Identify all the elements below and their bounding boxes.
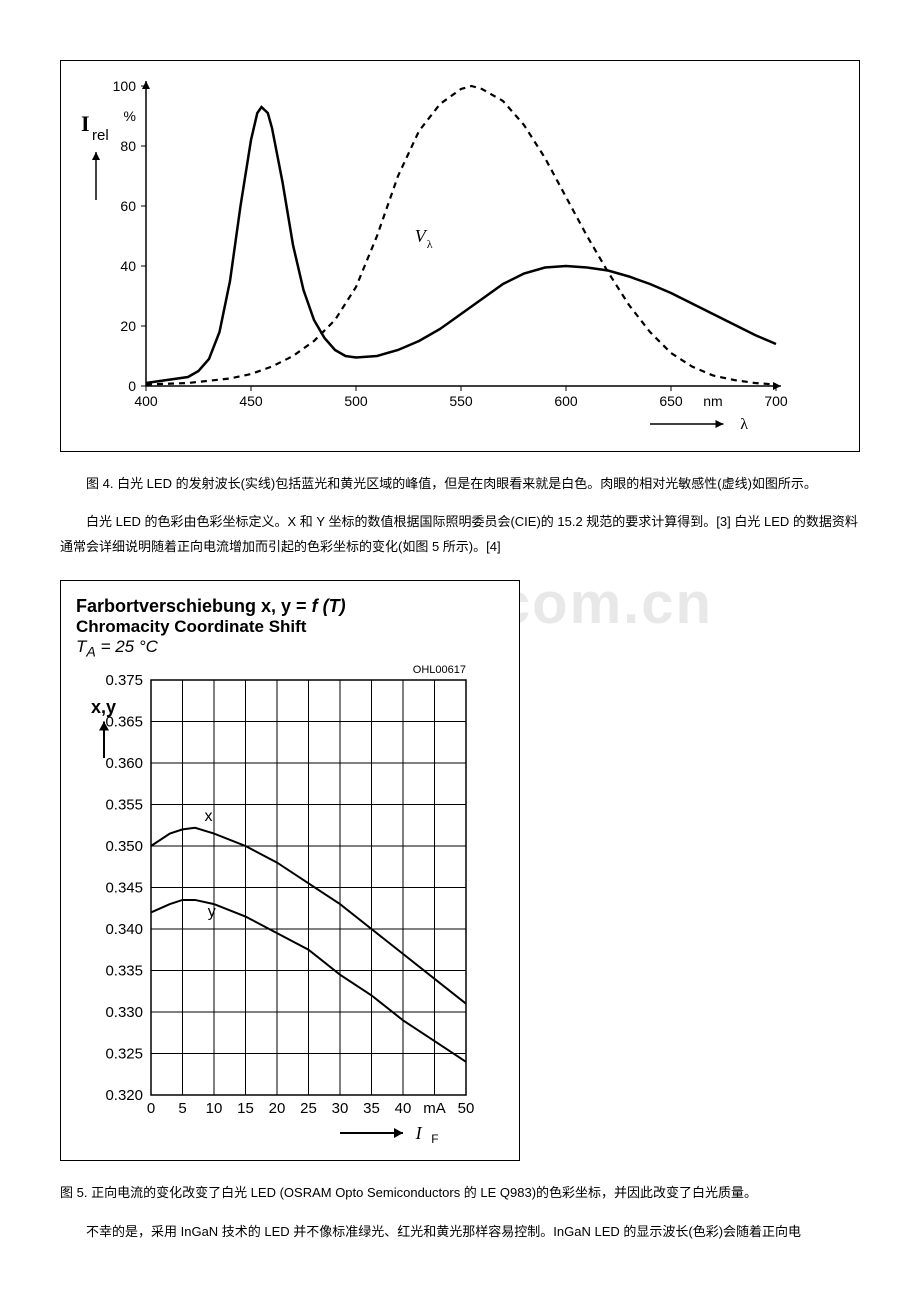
figure-4-caption: 图 4. 白光 LED 的发射波长(实线)包括蓝光和黄光区域的峰值，但是在肉眼看… [60,472,860,495]
svg-text:I: I [415,1123,423,1143]
figure-5-caption: 图 5. 正向电流的变化改变了白光 LED (OSRAM Opto Semico… [60,1181,860,1204]
svg-text:60: 60 [120,198,136,214]
paragraph-2: 不幸的是，采用 InGaN 技术的 LED 并不像标准绿光、红光和黄光那样容易控… [60,1220,860,1245]
figure-5-title: Farbortverschiebung x, y = f (T) Chromac… [76,596,504,660]
svg-text:mA: mA [423,1100,446,1117]
svg-text:0.320: 0.320 [105,1087,143,1104]
svg-text:50: 50 [458,1100,475,1117]
svg-text:40: 40 [395,1100,412,1117]
svg-text:0: 0 [128,378,136,394]
figure-5-chart: OHL00617 0 5 10 15 20 25 30 35 40 mA 50 0.320 0.325 0.… [76,665,506,1145]
svg-text:30: 30 [332,1100,349,1117]
svg-text:nm: nm [703,393,722,409]
svg-text:0.325: 0.325 [105,1046,143,1063]
svg-text:I: I [81,111,90,136]
svg-text:%: % [124,108,136,124]
svg-text:40: 40 [120,258,136,274]
svg-text:650: 650 [659,393,683,409]
svg-text:20: 20 [269,1100,286,1117]
svg-text:0.345: 0.345 [105,880,143,897]
svg-text:15: 15 [237,1100,254,1117]
svg-text:0.375: 0.375 [105,672,143,689]
svg-text:100: 100 [113,78,137,94]
svg-text:0.340: 0.340 [105,921,143,938]
svg-text:20: 20 [120,318,136,334]
svg-text:5: 5 [178,1100,186,1117]
svg-text:25: 25 [300,1100,317,1117]
svg-text:λ: λ [740,416,748,433]
svg-text:0.350: 0.350 [105,838,143,855]
svg-text:400: 400 [134,393,158,409]
paragraph-1: 白光 LED 的色彩由色彩坐标定义。X 和 Y 坐标的数值根据国际照明委员会(C… [60,510,860,559]
svg-text:0.355: 0.355 [105,797,143,814]
figure-5-container: Farbortverschiebung x, y = f (T) Chromac… [60,580,520,1161]
svg-text:λ: λ [427,237,433,251]
svg-text:y: y [208,904,216,921]
svg-text:0.330: 0.330 [105,1004,143,1021]
figure-4-container: 400 450 500 550 600 650 nm 700 20 40 60 80 0 100% Irel… [60,60,860,452]
figure-4-chart: 400 450 500 550 600 650 nm 700 20 40 60 80 0 100% Irel… [76,76,796,436]
svg-text:x: x [205,808,213,825]
svg-text:700: 700 [764,393,788,409]
svg-text:OHL00617: OHL00617 [413,665,466,676]
svg-text:rel: rel [92,127,109,144]
svg-text:80: 80 [120,138,136,154]
svg-text:0: 0 [147,1100,155,1117]
svg-text:x,y: x,y [91,697,116,717]
svg-text:450: 450 [239,393,263,409]
svg-text:35: 35 [363,1100,380,1117]
svg-text:10: 10 [206,1100,223,1117]
svg-text:0.360: 0.360 [105,755,143,772]
svg-text:600: 600 [554,393,578,409]
svg-text:500: 500 [344,393,368,409]
svg-text:F: F [431,1132,438,1145]
svg-text:550: 550 [449,393,473,409]
svg-text:0.335: 0.335 [105,963,143,980]
